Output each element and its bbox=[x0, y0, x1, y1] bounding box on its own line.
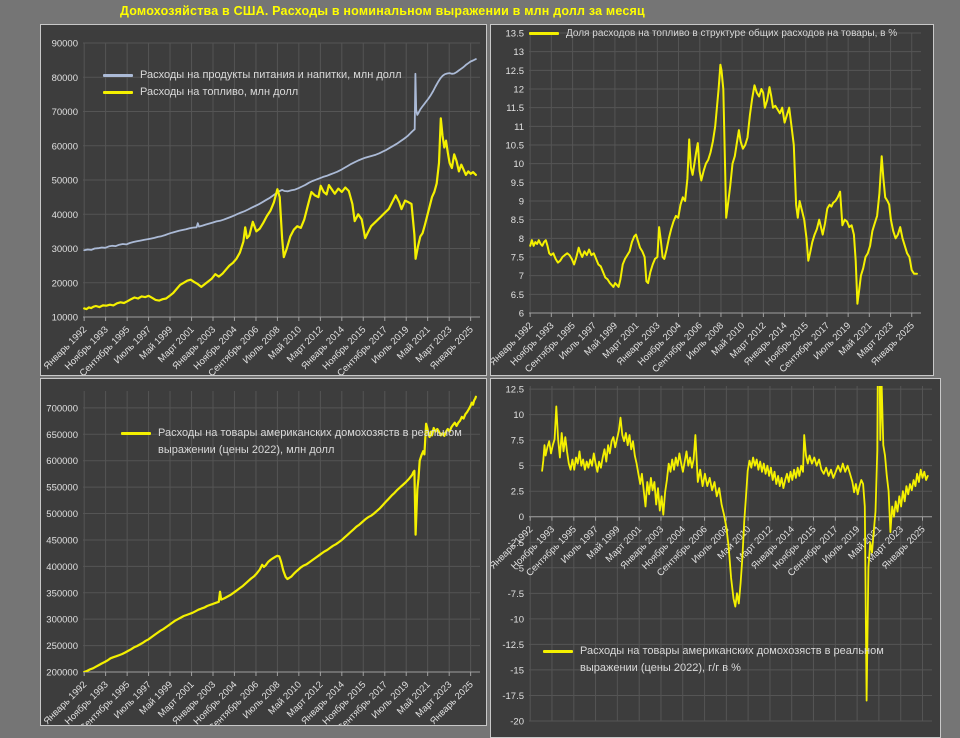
y-tick-label: 300000 bbox=[46, 615, 78, 626]
y-tick-label: 20000 bbox=[52, 278, 78, 289]
y-tick-label: 60000 bbox=[52, 141, 78, 152]
chart-panel-fuel-share: 6 6.5 7 7.5 8 8.5 9 9.5 10 10.5 11 11.5 12 12.5 13 13.5… bbox=[490, 24, 934, 376]
line-swatch-fuel bbox=[103, 91, 133, 94]
line-swatch-real-spending bbox=[121, 432, 151, 435]
y-tick-label: 9.5 bbox=[511, 178, 524, 189]
y-tick-label: 250000 bbox=[46, 641, 78, 652]
y-tick-label: -15 bbox=[510, 665, 524, 676]
y-tick-label: -5 bbox=[516, 563, 524, 574]
legend-entry: Расходы на продукты питания и напитки, м… bbox=[103, 67, 402, 84]
y-tick-label: 40000 bbox=[52, 210, 78, 221]
legend-entry: Расходы на товары американских домохозяс… bbox=[121, 425, 473, 459]
chart-canvas-real-spending-yoy: -20 -17.5 -15 -12.5 -10 -7.5 -5 -2.5 0 2.5 5 7.5 10 1… bbox=[491, 385, 932, 728]
y-tick-label: 80000 bbox=[52, 73, 78, 84]
legend-label-real-spending: Расходы на товары американских домохозяс… bbox=[158, 427, 462, 456]
legend-label-food: Расходы на продукты питания и напитки, м… bbox=[140, 69, 402, 81]
y-tick-label: 500000 bbox=[46, 509, 78, 520]
chart-canvas-real-spending: 200000 250000 300000 350000 400000 450000 5000… bbox=[42, 391, 480, 725]
series-line bbox=[83, 58, 477, 252]
y-tick-label: 8.5 bbox=[511, 215, 524, 226]
y-tick-label: 600000 bbox=[46, 456, 78, 467]
y-tick-label: 10000 bbox=[52, 313, 78, 324]
y-tick-label: -10 bbox=[510, 614, 524, 625]
y-tick-label: 6.5 bbox=[511, 290, 524, 301]
y-tick-label: 11 bbox=[514, 122, 524, 133]
y-tick-label: 12 bbox=[513, 85, 524, 96]
legend-entry: Расходы на топливо, млн долл bbox=[103, 84, 402, 101]
series-line bbox=[529, 63, 918, 305]
y-tick-label: 350000 bbox=[46, 588, 78, 599]
legend-entry: Доля расходов на топливо в структуре общ… bbox=[529, 26, 897, 41]
page-title: Домохозяйства в США. Расходы в номинальн… bbox=[120, 4, 645, 18]
chart-panel-real-spending-yoy: -20 -17.5 -15 -12.5 -10 -7.5 -5 -2.5 0 2.5 5 7.5 10 1… bbox=[490, 378, 941, 738]
legend-label-fuel-share: Доля расходов на топливо в структуре общ… bbox=[566, 28, 898, 39]
y-tick-label: 7.5 bbox=[511, 253, 524, 264]
y-tick-label: 0 bbox=[519, 512, 524, 523]
y-tick-label: 90000 bbox=[52, 39, 78, 50]
y-tick-label: 6 bbox=[519, 309, 524, 320]
chart-canvas-fuel-share: 6 6.5 7 7.5 8 8.5 9 9.5 10 10.5 11 11.5 12 12.5 13 13.5… bbox=[491, 29, 921, 375]
line-swatch-food bbox=[103, 74, 133, 77]
y-tick-label: 12.5 bbox=[506, 385, 525, 396]
y-tick-label: 8 bbox=[519, 234, 524, 245]
y-tick-label: 9 bbox=[519, 197, 524, 208]
y-tick-label: 50000 bbox=[52, 176, 78, 187]
y-tick-label: -20 bbox=[510, 717, 524, 728]
legend-real-spending: Расходы на товары американских домохозяс… bbox=[121, 425, 473, 459]
y-tick-label: 450000 bbox=[46, 535, 78, 546]
y-tick-label: -17.5 bbox=[502, 691, 524, 702]
y-tick-label: 30000 bbox=[52, 244, 78, 255]
y-tick-label: 200000 bbox=[46, 668, 78, 679]
y-tick-label: -7.5 bbox=[508, 589, 524, 600]
line-swatch-real-spending-yoy bbox=[543, 650, 573, 653]
chart-panel-real-spending: 200000 250000 300000 350000 400000 450000 5000… bbox=[40, 378, 487, 726]
y-tick-label: 10 bbox=[513, 410, 524, 421]
legend-fuel-share: Доля расходов на топливо в структуре общ… bbox=[529, 26, 897, 41]
chart-canvas-nominal-spending: 10000 20000 30000 40000 50000 60000 70000 80000… bbox=[42, 39, 480, 375]
y-tick-label: 11.5 bbox=[506, 103, 524, 114]
series-line bbox=[541, 386, 929, 702]
series-line bbox=[83, 395, 477, 672]
series-line bbox=[83, 117, 477, 311]
y-tick-label: 12.5 bbox=[506, 66, 525, 77]
y-tick-label: -2.5 bbox=[508, 538, 524, 549]
legend-label-real-spending-yoy: Расходы на товары американских домохозяс… bbox=[580, 645, 884, 674]
legend-entry: Расходы на товары американских домохозяс… bbox=[543, 643, 915, 677]
y-tick-label: 13.5 bbox=[506, 29, 525, 40]
y-tick-label: 10 bbox=[513, 159, 524, 170]
legend-nominal-spending: Расходы на продукты питания и напитки, м… bbox=[103, 67, 402, 101]
y-tick-label: 7 bbox=[519, 271, 524, 282]
y-tick-label: -12.5 bbox=[502, 640, 524, 651]
chart-panel-nominal-spending: 10000 20000 30000 40000 50000 60000 70000 80000… bbox=[40, 24, 487, 376]
y-tick-label: 650000 bbox=[46, 430, 78, 441]
y-tick-label: 2.5 bbox=[511, 487, 524, 498]
y-tick-label: 10.5 bbox=[506, 141, 525, 152]
y-tick-label: 5 bbox=[519, 461, 524, 472]
y-tick-label: 700000 bbox=[46, 403, 78, 414]
line-swatch-fuel-share bbox=[529, 32, 559, 35]
y-tick-label: 400000 bbox=[46, 562, 78, 573]
legend-label-fuel: Расходы на топливо, млн долл bbox=[140, 86, 299, 98]
legend-real-spending-yoy: Расходы на товары американских домохозяс… bbox=[543, 643, 915, 677]
y-tick-label: 70000 bbox=[52, 107, 78, 118]
y-tick-label: 7.5 bbox=[511, 436, 524, 447]
y-tick-label: 13 bbox=[513, 47, 524, 58]
y-tick-label: 550000 bbox=[46, 483, 78, 494]
